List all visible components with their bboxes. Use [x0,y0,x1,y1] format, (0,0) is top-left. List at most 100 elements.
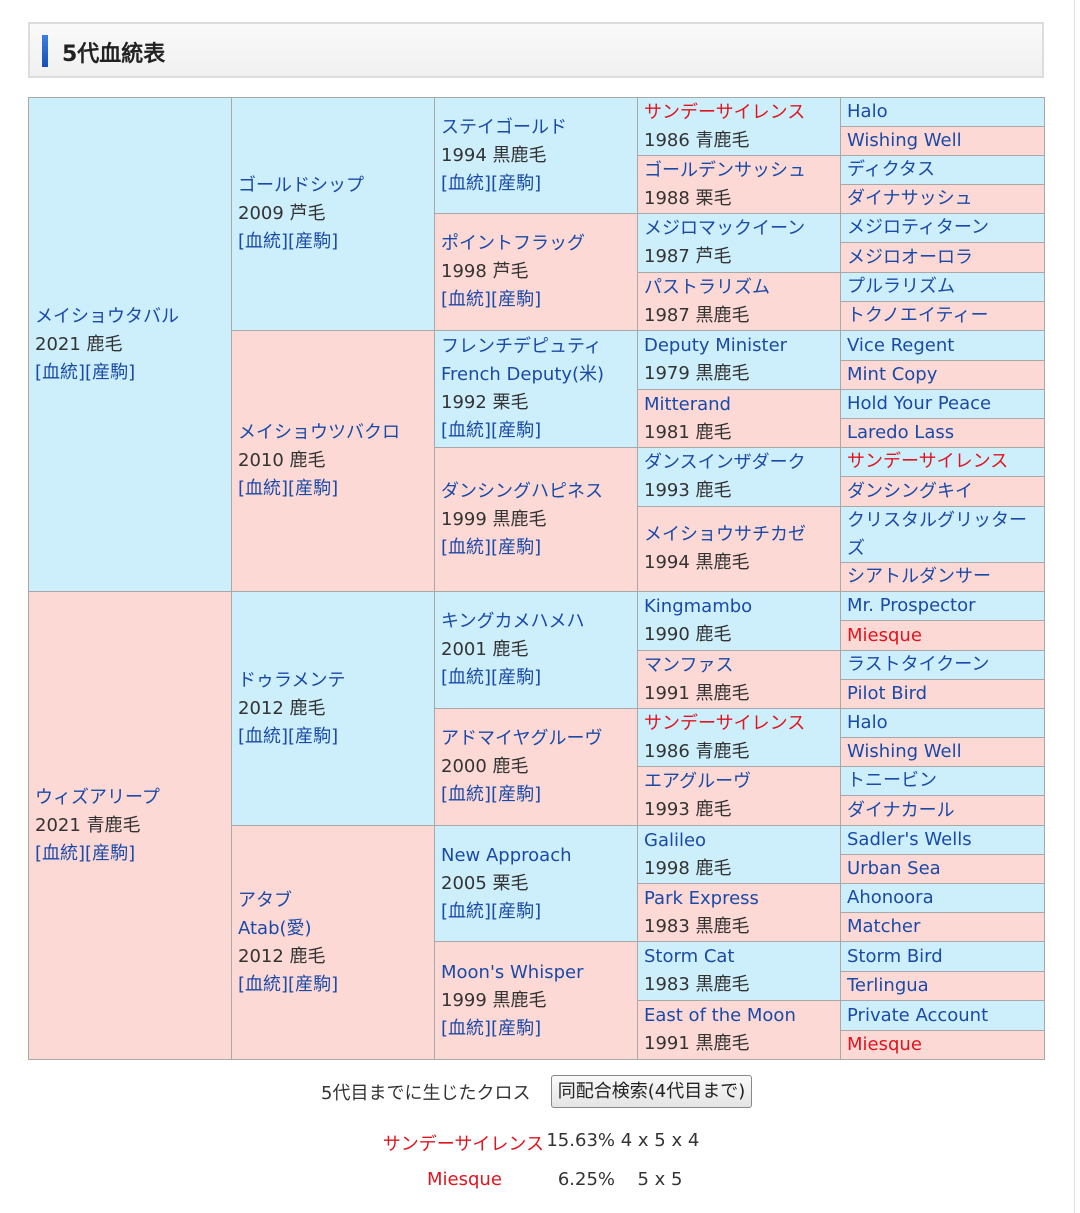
horse-name[interactable]: Matcher [847,916,921,937]
horse-name[interactable]: Kingmambo [644,596,753,617]
link[interactable]: [血統] [238,231,289,252]
cross-name[interactable]: サンデーサイレンス [382,1134,544,1155]
horse-name[interactable]: マンファス [644,654,734,676]
horse-name[interactable]: メイショウツバクロ [238,422,400,443]
link[interactable]: [産駒] [288,478,339,499]
horse-name[interactable]: サンデーサイレンス [847,451,1009,472]
horse-name[interactable]: Urban Sea [847,858,941,879]
link[interactable]: [産駒] [491,172,542,194]
horse-name[interactable]: Hold Your Peace [847,393,992,414]
horse-name[interactable]: Mitterand [644,393,731,415]
horse-name[interactable]: パストラリズム [644,276,770,298]
horse-name[interactable]: フレンチデピュティ [441,336,602,357]
link[interactable]: [血統] [441,172,492,194]
horse-name[interactable]: アドマイヤグルーヴ [441,728,603,749]
link[interactable]: [血統] [441,900,492,922]
horse-name[interactable]: Pilot Bird [847,683,928,704]
horse-name[interactable]: プルラリズム [847,276,955,297]
link[interactable]: [血統] [441,1017,492,1039]
horse-name[interactable]: New Approach [441,844,572,866]
horse-name[interactable]: メイショウサチカゼ [644,524,806,545]
link[interactable]: [血統] [35,842,86,864]
horse-name[interactable]: Park Express [644,887,759,909]
search-button[interactable]: 同配合検索(4代目まで) [551,1075,752,1108]
horse-name[interactable]: アタブ [238,889,292,911]
horse-name[interactable]: Storm Cat [644,946,735,967]
horse-name[interactable]: Terlingua [847,975,929,996]
horse-name[interactable]: ダンスインザダーク [644,452,806,473]
link[interactable]: [産駒] [491,420,542,441]
horse-cell: アタブ Atab(愛) 2012 鹿毛 [血統][産駒] [231,825,435,1060]
link[interactable]: [血統] [441,289,492,310]
link[interactable]: [産駒] [85,842,136,864]
horse-name[interactable]: Vice Regent [847,334,955,356]
link[interactable]: [産駒] [491,536,542,558]
horse-name[interactable]: Mr. Prospector [847,595,976,616]
horse-name[interactable]: Laredo Lass [847,422,955,443]
link[interactable]: [産駒] [288,725,339,747]
horse-name[interactable]: メジロマックイーン [644,218,806,239]
horse-name[interactable]: ディクタス [847,159,936,180]
horse-alt-name[interactable]: Atab(愛) [238,917,312,939]
horse-name[interactable]: ダイナカール [847,799,955,821]
horse-name[interactable]: Galileo [644,829,707,851]
link[interactable]: [血統] [441,784,492,805]
link[interactable]: [産駒] [288,973,339,995]
horse-name[interactable]: メイショウタバル [35,305,179,327]
link[interactable]: [産駒] [491,900,542,922]
horse-name[interactable]: ドゥラメンテ [238,669,346,691]
link[interactable]: [血統] [441,536,492,558]
link[interactable]: [血統] [238,478,289,499]
horse-name[interactable]: ラストタイクーン [847,654,990,675]
horse-name[interactable]: ダイナサッシュ [847,188,973,209]
horse-name[interactable]: Ahonoora [847,887,934,908]
horse-name[interactable]: トクノエイティー [847,305,989,326]
horse-name[interactable]: East of the Moon [644,1005,796,1026]
link[interactable]: [産駒] [85,361,136,383]
horse-name[interactable]: ポイントフラッグ [441,233,585,254]
horse-cell: Miesque [840,1030,1045,1060]
horse-name[interactable]: シアトルダンサー [847,566,991,587]
link[interactable]: [血統] [238,725,289,747]
horse-name[interactable]: エアグルーヴ [644,771,752,792]
link[interactable]: [産駒] [288,231,339,252]
horse-name[interactable]: キングカメハメハ [441,611,585,632]
horse-cell: Halo [840,708,1045,738]
horse-name[interactable]: クリスタルグリッターズ [847,509,1027,559]
link[interactable]: [血統] [238,973,289,995]
horse-name[interactable]: Private Account [847,1004,989,1026]
horse-name[interactable]: Wishing Well [847,741,962,762]
horse-name[interactable]: Wishing Well [847,130,962,151]
horse-name[interactable]: ステイゴールド [441,116,567,138]
link[interactable]: [産駒] [491,289,542,310]
horse-name[interactable]: Miesque [847,1034,922,1055]
horse-name[interactable]: Sadler's Wells [847,829,972,850]
link[interactable]: [産駒] [491,1017,542,1039]
horse-name[interactable]: ダンシングハピネス [441,480,603,502]
horse-name[interactable]: メジロティターン [847,217,990,238]
horse-name[interactable]: ダンシングキイ [847,480,973,502]
cross-name[interactable]: Miesque [427,1169,502,1190]
horse-info: 2021 青鹿毛 [35,814,141,836]
horse-name[interactable]: サンデーサイレンス [644,101,806,123]
horse-name[interactable]: トニービン [847,770,937,791]
horse-name[interactable]: Storm Bird [847,945,943,967]
horse-name[interactable]: ウィズアリープ [35,786,160,808]
link[interactable]: [産駒] [491,784,542,805]
link[interactable]: [血統] [35,361,86,383]
horse-name[interactable]: Moon's Whisper [441,961,584,983]
link[interactable]: [産駒] [491,667,542,688]
link[interactable]: [血統] [441,667,492,688]
link[interactable]: [血統] [441,420,492,441]
horse-links: [血統][産駒] [441,898,631,926]
horse-name[interactable]: Halo [847,712,888,733]
horse-name[interactable]: Mint Copy [847,364,938,385]
horse-name[interactable]: メジロオーロラ [847,246,973,268]
horse-name[interactable]: ゴールドシップ [238,175,364,196]
horse-name[interactable]: Halo [847,101,888,122]
horse-name[interactable]: サンデーサイレンス [644,712,806,734]
horse-alt-name[interactable]: French Deputy(米) [441,364,605,385]
horse-name[interactable]: Miesque [847,624,922,646]
horse-name[interactable]: ゴールデンサッシュ [644,159,806,181]
horse-name[interactable]: Deputy Minister [644,335,788,356]
